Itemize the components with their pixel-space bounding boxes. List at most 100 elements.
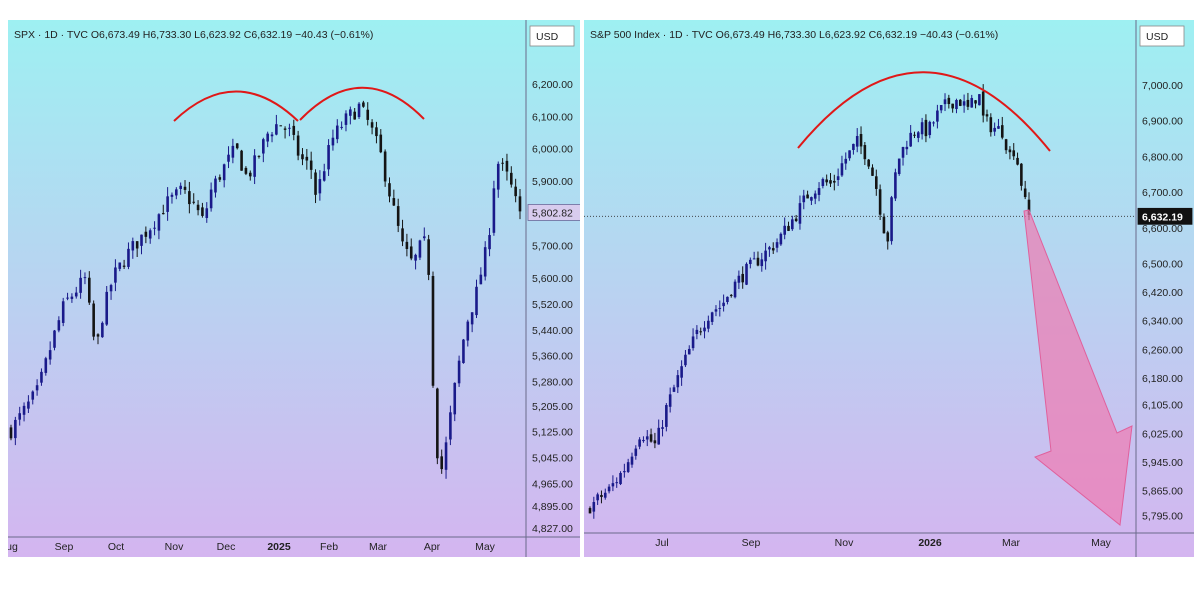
candle-body [175, 189, 178, 196]
candle-body [707, 320, 710, 329]
y-tick-label: 6,340.00 [1142, 316, 1183, 328]
x-tick-label: Nov [835, 537, 854, 549]
x-tick-label: Sep [55, 541, 74, 553]
y-tick-label: 5,865.00 [1142, 485, 1183, 497]
candle-body [462, 339, 465, 364]
candle-body [288, 127, 291, 129]
candle-body [161, 213, 165, 215]
y-tick-label: 5,795.00 [1142, 510, 1183, 522]
candle-body [409, 246, 413, 259]
y-tick-label: 6,180.00 [1142, 373, 1183, 385]
candle-body [993, 127, 996, 132]
candle-body [370, 122, 374, 128]
candle-body [836, 176, 840, 181]
symbol-header: S&P 500 Index · 1D · TVC O6,673.49 H6,73… [590, 29, 998, 41]
candle-body [362, 102, 365, 107]
candle-body [414, 254, 417, 261]
candle-body [501, 162, 504, 164]
y-tick-label: 6,000.00 [532, 144, 573, 156]
candle-body [292, 125, 296, 135]
candle-body [109, 285, 113, 292]
candle-body [253, 155, 256, 177]
candle-body [859, 134, 863, 147]
x-tick-label: 2025 [267, 541, 291, 553]
candle-body [920, 122, 924, 135]
y-tick-label: 5,125.00 [532, 427, 573, 439]
candle-body [833, 180, 836, 183]
candle-body [92, 303, 95, 337]
candle-body [680, 366, 683, 378]
candle-body [449, 412, 452, 440]
candle-body [201, 207, 204, 216]
candle-body [718, 307, 722, 309]
candle-body [745, 263, 748, 285]
candle-body [840, 163, 844, 176]
candle-body [871, 167, 874, 176]
candle-body [978, 94, 981, 106]
candle-body [331, 137, 335, 146]
x-tick-label: Oct [108, 541, 124, 553]
candle-body [170, 194, 174, 197]
y-tick-label: 6,800.00 [1142, 151, 1183, 163]
y-tick-label: 6,260.00 [1142, 344, 1183, 356]
candle-body [623, 471, 626, 473]
candle-body [327, 145, 330, 170]
y-tick-label: 6,900.00 [1142, 116, 1183, 128]
candle-body [31, 391, 35, 400]
chart-panel-spx: SPX · 1D · TVC O6,673.49 H6,733.30 L6,62… [8, 20, 580, 557]
candle-body [35, 385, 39, 391]
candle-body [483, 247, 487, 277]
currency-box [1139, 25, 1185, 47]
candle-body [27, 401, 30, 409]
candle-body [148, 230, 152, 239]
candle-body [436, 388, 439, 459]
candle-body [1016, 157, 1019, 165]
candle-body [1004, 139, 1008, 151]
candle-body [699, 331, 703, 333]
candle-body [96, 334, 100, 337]
candle-body [951, 103, 954, 109]
current-price-box [1137, 207, 1193, 225]
candle-body [665, 405, 668, 427]
candle-body [791, 219, 794, 230]
candle-body [135, 241, 139, 249]
y-tick-label: 6,105.00 [1142, 400, 1183, 412]
candle-body [817, 188, 821, 195]
candle-body [131, 241, 135, 251]
candle-body [375, 127, 378, 137]
candle-body [752, 258, 756, 260]
candle-body [997, 126, 1000, 129]
candle-body [806, 194, 809, 199]
candle-body [1020, 163, 1023, 186]
candle-body [383, 151, 387, 182]
candle-body [1012, 150, 1016, 157]
candle-body [183, 186, 187, 190]
candle-body [240, 150, 243, 171]
candle-body [114, 267, 117, 283]
candle-body [985, 114, 989, 117]
candle-body [61, 301, 65, 323]
candle-body [756, 257, 760, 266]
y-tick-label: 5,280.00 [532, 377, 573, 389]
candle-body [475, 286, 478, 316]
candle-body [405, 241, 409, 249]
x-tick-label: Mar [1002, 537, 1021, 549]
candle-body [122, 265, 126, 267]
candle-body [305, 156, 309, 161]
candle-body [314, 172, 317, 195]
y-tick-label: 5,900.00 [532, 176, 573, 188]
candle-body [687, 348, 691, 355]
candle-body [928, 121, 932, 136]
y-tick-label: 6,100.00 [532, 111, 573, 123]
candle-body [749, 259, 752, 265]
candle-body [479, 274, 483, 285]
y-tick-label: 4,827.00 [532, 523, 573, 535]
candle-body [231, 145, 235, 158]
candle-body [825, 179, 828, 183]
candle-body [279, 125, 283, 127]
chart-panel-sp500: S&P 500 Index · 1D · TVC O6,673.49 H6,73… [584, 20, 1194, 557]
candle-body [855, 136, 859, 147]
candle-body [22, 405, 26, 415]
candle-body [179, 185, 182, 189]
spx-chart-svg: SPX · 1D · TVC O6,673.49 H6,733.30 L6,62… [8, 20, 580, 557]
